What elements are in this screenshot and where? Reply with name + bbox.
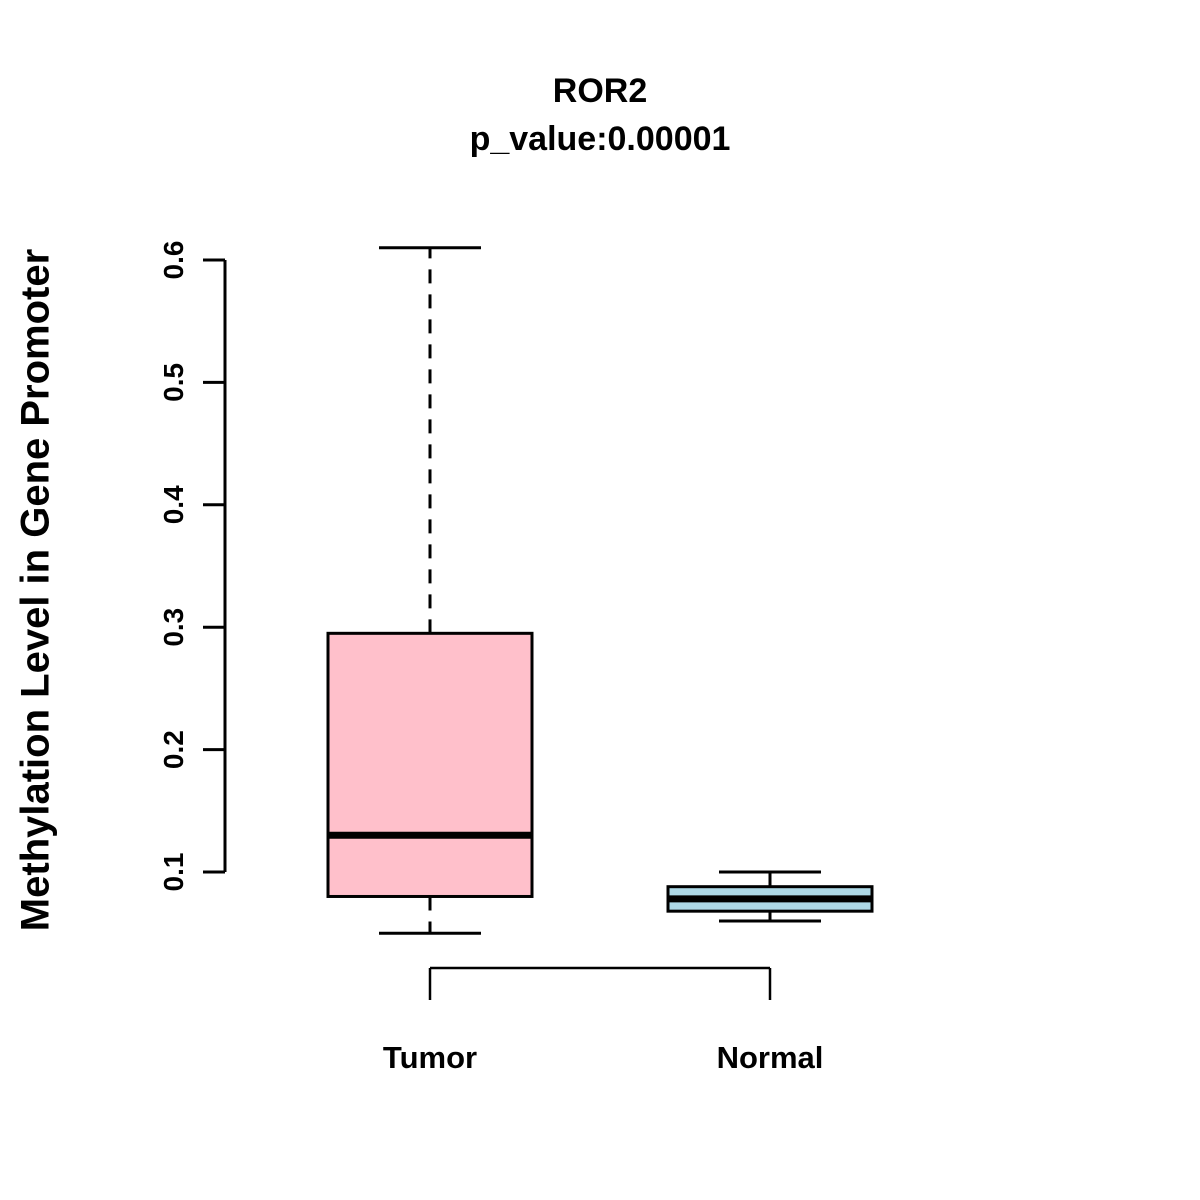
y-tick-label: 0.5: [158, 363, 189, 402]
chart-subtitle: p_value:0.00001: [469, 120, 731, 158]
x-label-normal: Normal: [716, 1040, 824, 1075]
y-tick-label: 0.3: [158, 608, 189, 647]
y-tick-label: 0.2: [158, 730, 189, 769]
x-label-tumor: Tumor: [382, 1040, 478, 1075]
y-tick-label: 0.4: [158, 485, 189, 524]
y-tick-label: 0.6: [158, 241, 189, 280]
chart-title: ROR2: [552, 72, 648, 110]
box-tumor: [326, 631, 534, 898]
y-tick-label: 0.1: [158, 853, 189, 892]
